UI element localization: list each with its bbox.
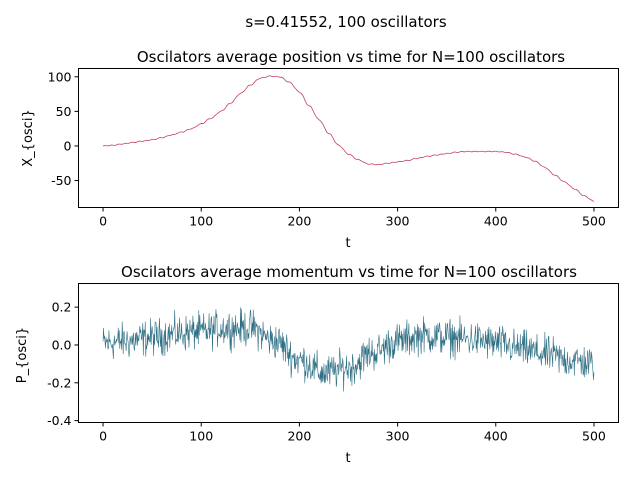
position-y-axis-label: X_{osci}: [21, 109, 36, 166]
momentum-chart-title: Oscilators average momentum vs time for …: [121, 263, 577, 281]
momentum-y-tick-label: 0.0: [52, 337, 72, 352]
position-x-tick-label: 0: [99, 214, 107, 229]
position-series-line: [102, 75, 595, 202]
position-x-tick-label: 400: [484, 214, 508, 229]
momentum-x-axis-label: t: [345, 451, 350, 466]
position-x-tick-label: 300: [386, 214, 410, 229]
momentum-x-tick-label: 400: [484, 429, 508, 444]
momentum-axes-frame: [78, 283, 619, 423]
momentum-subplot: Oscilators average momentum vs time for …: [15, 263, 619, 466]
momentum-x-tick-label: 200: [287, 429, 311, 444]
momentum-x-tick-label: 0: [99, 429, 107, 444]
position-x-tick-label: 500: [582, 214, 606, 229]
momentum-y-tick-label: 0.2: [52, 300, 72, 315]
position-x-tick-label: 100: [189, 214, 213, 229]
position-x-ticks: 0 100 200 300 400 500: [99, 207, 606, 229]
position-y-ticks: -50 0 50 100: [48, 69, 79, 188]
momentum-y-tick-label: -0.2: [47, 375, 71, 390]
position-axes-frame: [78, 68, 619, 208]
momentum-x-tick-label: 100: [189, 429, 213, 444]
momentum-y-axis-label: P_{osci}: [15, 327, 30, 383]
momentum-series-line: [102, 307, 595, 392]
momentum-x-tick-label: 300: [386, 429, 410, 444]
momentum-x-ticks: 0 100 200 300 400 500: [99, 422, 606, 444]
position-chart-title: Oscilators average position vs time for …: [137, 48, 565, 66]
momentum-y-tick-label: -0.4: [47, 413, 71, 428]
position-plot-area: [102, 75, 595, 202]
position-y-tick-label: 0: [64, 138, 72, 153]
position-y-tick-label: -50: [51, 173, 71, 188]
position-x-tick-label: 200: [287, 214, 311, 229]
position-x-axis-label: t: [345, 236, 350, 251]
momentum-y-ticks: -0.4 -0.2 0.0 0.2: [47, 300, 79, 428]
figure-suptitle: s=0.41552, 100 oscillators: [245, 13, 447, 31]
momentum-x-tick-label: 500: [582, 429, 606, 444]
position-y-tick-label: 100: [48, 69, 72, 84]
position-subplot: Oscilators average position vs time for …: [21, 48, 619, 251]
position-y-tick-label: 50: [56, 104, 72, 119]
momentum-plot-area: [102, 307, 595, 392]
